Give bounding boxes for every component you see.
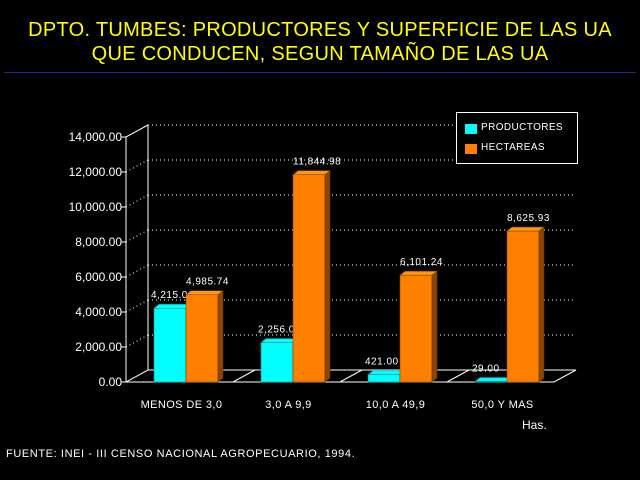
y-tick-label: 14,000.00 <box>69 130 123 144</box>
bar-hectareas-2-front <box>399 274 433 383</box>
legend-swatch-productores <box>465 124 477 134</box>
bar-hectareas-0-side <box>217 290 224 383</box>
bar-hectareas-2-top <box>399 270 438 276</box>
bar-hectareas-3-side <box>538 226 545 383</box>
gridline-side <box>125 194 149 208</box>
bar-hectareas-3-front <box>506 230 540 383</box>
bar-productores-2-top <box>367 370 406 375</box>
bar-hectareas-0-top <box>185 290 224 296</box>
bar-productores-2-front <box>367 374 401 383</box>
bar-hectareas-3-top <box>506 226 545 232</box>
legend-label-hectareas: HECTAREAS <box>481 142 545 153</box>
chart-legend: PRODUCTORES HECTAREAS <box>456 112 578 164</box>
bar-hectareas-1-front <box>292 174 326 383</box>
chart-title-line-1: DPTO. TUMBES: PRODUCTORES Y SUPERFICIE D… <box>28 19 612 41</box>
legend-swatch-hectareas <box>465 144 477 154</box>
bar-chart: 0.00 2,000.00 4,000.00 6,000.00 8,000.00 10,0… <box>69 124 577 411</box>
gridline-side <box>125 264 149 278</box>
y-tick-label: 8,000.00 <box>75 235 122 249</box>
gridline-side <box>125 159 149 173</box>
y-tick-label: 4,000.00 <box>75 305 122 319</box>
bar-productores-1-front <box>260 342 294 383</box>
x-category-label: 3,0 A 9,9 <box>265 399 311 411</box>
data-label-productores-1: 2,256.00 <box>258 325 301 336</box>
bar-productores-0-front <box>153 307 187 383</box>
y-tick-label: 0.00 <box>99 375 123 389</box>
gridline-side <box>125 299 149 313</box>
gridline-side <box>125 124 149 138</box>
bar-hectareas-1-top <box>292 170 331 176</box>
x-category-label: 50,0 Y MAS <box>471 399 533 411</box>
data-label-hectareas-1: 11,844.98 <box>293 157 341 168</box>
chart-title: DPTO. TUMBES: PRODUCTORES Y SUPERFICIE D… <box>0 18 640 66</box>
y-tick-label: 2,000.00 <box>75 340 122 354</box>
data-label-hectareas-0: 4,985.74 <box>186 277 229 288</box>
data-label-productores-0: 4,215.00 <box>151 290 194 301</box>
chart-title-line-2: QUE CONDUCEN, SEGUN TAMAÑO DE LAS UA <box>91 43 549 65</box>
y-tick-label: 10,000.00 <box>69 200 123 214</box>
data-label-productores-2: 421.00 <box>365 357 399 368</box>
bar-productores-3-top <box>474 377 513 382</box>
data-label-hectareas-3: 8,625.93 <box>507 213 550 224</box>
x-axis-unit-label: Has. <box>522 418 547 432</box>
y-tick-label: 6,000.00 <box>75 270 122 284</box>
floor-divider <box>339 369 363 383</box>
data-label-hectareas-2: 6,101.24 <box>400 257 443 268</box>
source-note: FUENTE: INEI - III CENSO NACIONAL AGROPE… <box>6 448 356 460</box>
title-divider <box>4 72 636 73</box>
floor-divider <box>232 369 256 383</box>
x-category-label: 10,0 A 49,9 <box>366 399 425 411</box>
gridline-side <box>125 229 149 243</box>
bar-hectareas-1-side <box>324 170 331 383</box>
gridline-side <box>125 334 149 348</box>
bar-productores-1-top <box>260 338 299 343</box>
data-label-productores-3: 29.00 <box>472 363 500 374</box>
bar-hectareas-2-side <box>431 270 438 383</box>
y-tick-label: 12,000.00 <box>69 165 123 179</box>
floor-divider <box>446 369 470 383</box>
bar-hectareas-0-front <box>185 294 219 383</box>
legend-label-productores: PRODUCTORES <box>481 122 564 133</box>
x-category-label: MENOS DE 3,0 <box>141 399 223 411</box>
bar-productores-0-top <box>153 303 192 309</box>
